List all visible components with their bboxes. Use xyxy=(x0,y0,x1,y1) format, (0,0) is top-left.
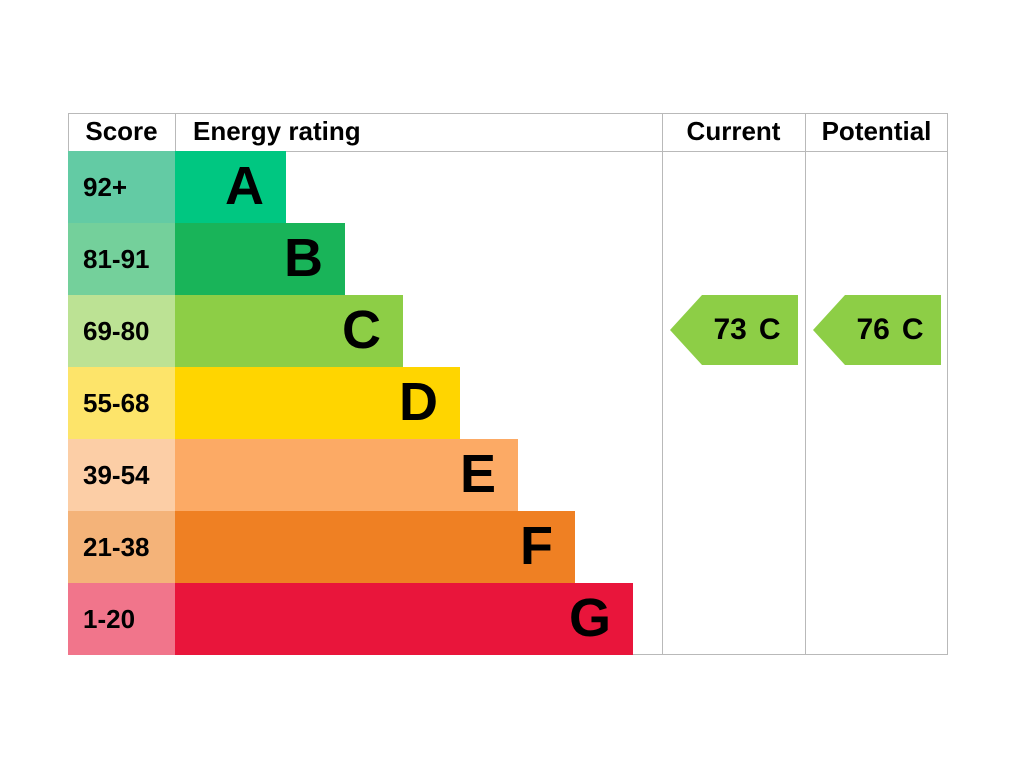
band-row: 69-80 C xyxy=(68,295,948,367)
band-score-range: 21-38 xyxy=(68,511,175,583)
grid-line-potential-divider xyxy=(805,113,806,655)
band-row: 55-68 D xyxy=(68,367,948,439)
band-bar: A xyxy=(175,151,286,223)
band-bar: D xyxy=(175,367,460,439)
band-row: 21-38 F xyxy=(68,511,948,583)
band-row: 1-20 G xyxy=(68,583,948,655)
grid-line-top xyxy=(68,113,948,114)
header-energy-rating: Energy rating xyxy=(193,116,361,146)
current-rating-value: 73 xyxy=(713,313,747,346)
current-rating-band: C xyxy=(758,313,781,346)
band-letter: E xyxy=(459,444,496,504)
band-rows: 92+ A 81-91 B 69-80 C 55-68 D 39-54 E 21… xyxy=(68,151,948,655)
band-bar: C xyxy=(175,295,403,367)
potential-rating-band: C xyxy=(901,313,924,346)
grid-line-right xyxy=(947,113,948,655)
band-bar: E xyxy=(175,439,518,511)
band-bar: G xyxy=(175,583,633,655)
band-score-range: 39-54 xyxy=(68,439,175,511)
band-score-range: 1-20 xyxy=(68,583,175,655)
header-current: Current xyxy=(686,116,781,146)
band-letter: F xyxy=(520,516,553,576)
potential-rating-value: 76 xyxy=(856,313,890,346)
band-row: 92+ A xyxy=(68,151,948,223)
band-letter: D xyxy=(399,372,438,432)
table-header: Score Energy rating Current Potential xyxy=(68,113,948,151)
band-row: 81-91 B xyxy=(68,223,948,295)
band-score-range: 55-68 xyxy=(68,367,175,439)
band-bar: B xyxy=(175,223,345,295)
grid-line-header-bottom xyxy=(68,151,948,152)
header-score: Score xyxy=(85,116,158,146)
band-letter: C xyxy=(342,300,381,360)
grid-line-current-divider xyxy=(662,113,663,655)
header-potential: Potential xyxy=(821,116,932,146)
band-bar: F xyxy=(175,511,575,583)
grid-line-score-divider xyxy=(175,113,176,151)
band-score-range: 81-91 xyxy=(68,223,175,295)
band-score-range: 92+ xyxy=(68,151,175,223)
epc-table: Score Energy rating Current Potential 92… xyxy=(68,113,948,655)
band-row: 39-54 E xyxy=(68,439,948,511)
band-score-range: 69-80 xyxy=(68,295,175,367)
band-letter: B xyxy=(284,228,323,288)
band-letter: G xyxy=(568,588,611,648)
band-letter: A xyxy=(225,156,264,216)
grid-line-left xyxy=(68,113,69,151)
